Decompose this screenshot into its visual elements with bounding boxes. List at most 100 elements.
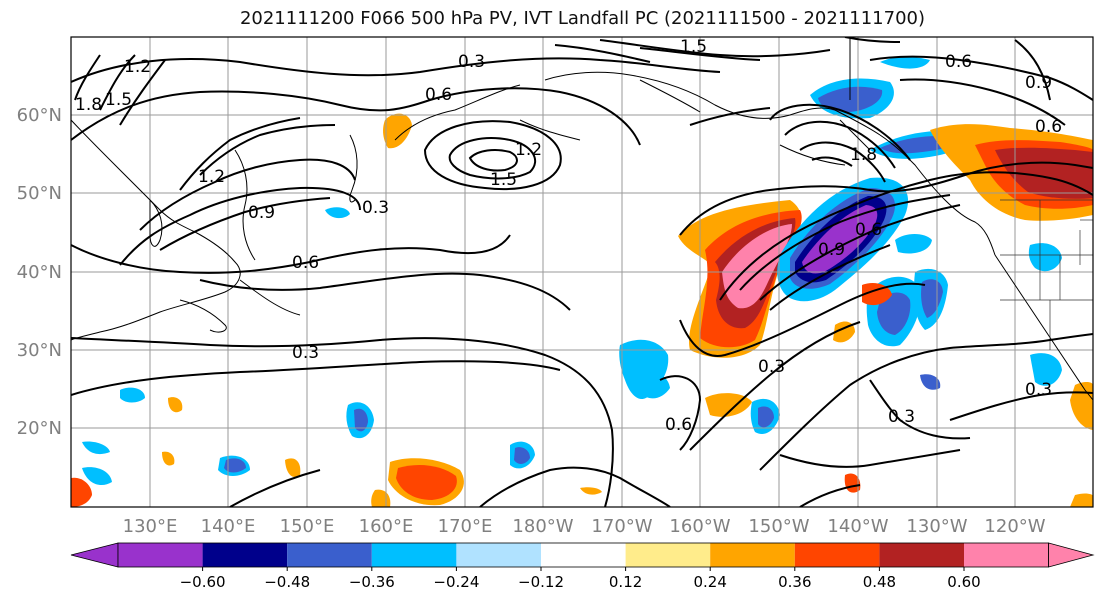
contour-label: 1.5 bbox=[105, 90, 132, 110]
contour-label: 0.9 bbox=[248, 203, 275, 223]
colorbar-segment bbox=[541, 543, 626, 567]
map-title: 2021111200 F066 500 hPa PV, IVT Landfall… bbox=[239, 8, 926, 29]
political-borders bbox=[1000, 199, 1093, 350]
patch-pos-14 bbox=[580, 487, 602, 495]
lon-label-160w: 160°W bbox=[669, 516, 730, 537]
patch-neg-4-inner bbox=[877, 292, 911, 335]
lon-label-160e: 160°E bbox=[359, 516, 414, 537]
contour-labels: 0.3 0.6 0.3 0.6 0.3 0.9 1.2 1.2 1.5 1.2 … bbox=[75, 37, 1062, 435]
lat-label-30n: 30°N bbox=[17, 340, 62, 361]
lon-label-130w: 130°W bbox=[906, 516, 967, 537]
contour-label: 0.6 bbox=[1035, 117, 1062, 137]
colorbar: −0.60 −0.48 −0.36 −0.24 −0.12 0.12 0.24 … bbox=[70, 542, 1095, 591]
contour-label: 0.3 bbox=[458, 52, 485, 72]
contour-label: 1.5 bbox=[680, 37, 707, 57]
colorbar-extend-min bbox=[70, 542, 119, 568]
colorbar-segment bbox=[456, 543, 541, 567]
colorbar-tick-label: −0.60 bbox=[180, 573, 226, 591]
colorbar-segment bbox=[287, 543, 372, 567]
lat-label-50n: 50°N bbox=[17, 183, 62, 204]
patch-pos-1 bbox=[383, 113, 412, 149]
contour-label: 0.3 bbox=[362, 198, 389, 218]
patch-neg-8-inner bbox=[758, 406, 774, 428]
lon-label-180w: 180°W bbox=[512, 516, 573, 537]
colorbar-segment bbox=[794, 543, 880, 567]
patch-pos-12 bbox=[71, 477, 92, 507]
patch-neg-11-inner bbox=[354, 408, 368, 432]
contour-label: 0.3 bbox=[1025, 380, 1052, 400]
colorbar-segment bbox=[202, 543, 288, 567]
coastlines bbox=[71, 37, 1093, 401]
patch-pos-9 bbox=[168, 397, 183, 413]
patch-pos-13 bbox=[1070, 493, 1093, 507]
patch-pos-11 bbox=[162, 451, 175, 466]
latitude-labels: 60°N 50°N 40°N 30°N 20°N bbox=[17, 105, 62, 439]
lon-label-120w: 120°W bbox=[984, 516, 1045, 537]
patch-neg-16 bbox=[82, 467, 112, 486]
colorbar-frame bbox=[117, 542, 1049, 568]
colorbar-tick-label: 0.48 bbox=[863, 573, 896, 591]
patch-neg-13-inner bbox=[224, 458, 246, 473]
patch-pos-4 bbox=[705, 393, 752, 417]
lon-label-140e: 140°E bbox=[201, 516, 256, 537]
colorbar-segment bbox=[710, 543, 795, 567]
patch-neg-10 bbox=[1030, 353, 1062, 386]
colorbar-segment bbox=[964, 543, 1049, 567]
lon-label-170w: 170°W bbox=[591, 516, 652, 537]
contour-label: 0.6 bbox=[945, 52, 972, 72]
patch-neg-12-inner bbox=[514, 447, 530, 464]
pv-contours bbox=[71, 37, 1093, 507]
contour-label: 0.6 bbox=[855, 220, 882, 240]
nw-positive-darkred bbox=[995, 147, 1093, 199]
colorbar-tick-label: 0.12 bbox=[609, 573, 642, 591]
colorbar-extend-max bbox=[1048, 542, 1095, 568]
lat-label-40n: 40°N bbox=[17, 262, 62, 283]
patch-neg-3 bbox=[895, 234, 932, 254]
colorbar-segment bbox=[118, 543, 203, 567]
patch-neg-14 bbox=[120, 387, 145, 403]
contour-label: 0.6 bbox=[665, 415, 692, 435]
top-neg bbox=[880, 56, 930, 69]
contour-label: 0.3 bbox=[888, 407, 915, 427]
patch-neg-9 bbox=[920, 374, 941, 390]
patch-neg-2 bbox=[1028, 243, 1062, 272]
colorbar-tick-label: −0.36 bbox=[349, 573, 395, 591]
contour-label: 0.3 bbox=[758, 357, 785, 377]
patch-neg-5-inner bbox=[921, 279, 943, 318]
contour-label: 0.9 bbox=[1025, 73, 1052, 93]
patch-pos-10 bbox=[285, 458, 301, 478]
patch-neg-15 bbox=[82, 441, 110, 455]
contour-label: 1.8 bbox=[850, 145, 877, 165]
lon-label-140w: 140°W bbox=[827, 516, 888, 537]
colorbar-tick-label: −0.12 bbox=[518, 573, 564, 591]
patch-pos-7-inner bbox=[396, 464, 457, 500]
lon-label-150w: 150°W bbox=[748, 516, 809, 537]
longitude-labels: 130°E 140°E 150°E 160°E 170°E 180°W 170°… bbox=[123, 516, 1046, 537]
colorbar-tick-label: 0.36 bbox=[778, 573, 811, 591]
contour-label: 1.2 bbox=[124, 57, 151, 77]
lon-label-130e: 130°E bbox=[123, 516, 178, 537]
contour-label: 1.5 bbox=[490, 170, 517, 190]
contour-label: 0.9 bbox=[818, 240, 845, 260]
map-border bbox=[70, 36, 1094, 508]
contour-label: 1.2 bbox=[515, 140, 542, 160]
patch-pos-5 bbox=[1070, 381, 1093, 430]
lat-label-20n: 20°N bbox=[17, 418, 62, 439]
colorbar-tick-label: 0.60 bbox=[947, 573, 980, 591]
lat-label-60n: 60°N bbox=[17, 105, 62, 126]
contour-label: 0.3 bbox=[292, 343, 319, 363]
colorbar-tick-label: −0.48 bbox=[264, 573, 310, 591]
graticule bbox=[71, 37, 1093, 507]
colorbar-tick-label: −0.24 bbox=[433, 573, 479, 591]
lon-label-170e: 170°E bbox=[438, 516, 493, 537]
patch-neg-1 bbox=[325, 207, 350, 219]
colorbar-segment bbox=[371, 543, 457, 567]
contour-label: 1.2 bbox=[198, 167, 225, 187]
colorbar-segment bbox=[879, 543, 964, 567]
colorbar-tick-label: 0.24 bbox=[693, 573, 726, 591]
contour-label: 1.8 bbox=[75, 95, 102, 115]
lon-label-150e: 150°E bbox=[280, 516, 335, 537]
colorbar-segment bbox=[625, 543, 711, 567]
contour-label: 0.6 bbox=[292, 253, 319, 273]
